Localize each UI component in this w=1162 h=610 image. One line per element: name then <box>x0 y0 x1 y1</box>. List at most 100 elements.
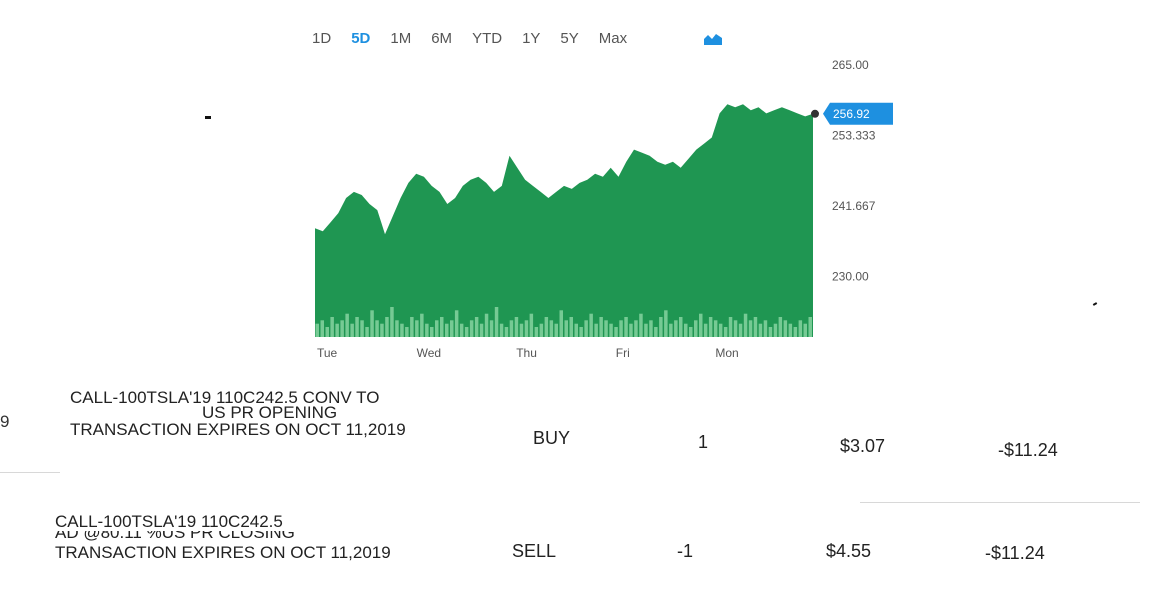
range-6m-button[interactable]: 6M <box>431 29 453 47</box>
x-tick-label: Fri <box>616 346 630 360</box>
volume-bar <box>614 327 618 337</box>
volume-bar <box>684 323 688 337</box>
range-5d-button[interactable]: 5D <box>351 29 371 47</box>
cut-off-fragment: 9 <box>0 412 10 431</box>
stock-price-chart: 265.00 253.333 241.667 230.00 Tue Wed Thu Fri M… <box>315 58 893 360</box>
range-5y-button[interactable]: 5Y <box>560 29 579 47</box>
x-tick-label: Thu <box>516 346 537 360</box>
volume-bar <box>445 323 449 337</box>
y-tick-label: 230.00 <box>832 270 869 284</box>
volume-bar <box>425 323 429 337</box>
volume-bar <box>758 323 763 337</box>
volume-bar <box>723 327 728 337</box>
volume-bar <box>773 323 778 337</box>
transaction-description: CALL-100TSLA'19 110C242.5 CONV TO US PR … <box>70 388 406 439</box>
transaction-action: BUY <box>533 428 571 448</box>
x-tick-label: Wed <box>417 346 441 360</box>
transaction-amount: -$11.24 <box>998 440 1058 460</box>
x-axis-ticks: Tue Wed Thu Fri Mon <box>317 346 739 360</box>
volume-bar <box>454 310 459 337</box>
range-1d-button[interactable]: 1D <box>312 29 332 47</box>
volume-bar <box>584 320 588 337</box>
description-line: TRANSACTION EXPIRES ON OCT 11,2019 <box>55 543 391 562</box>
volume-bar <box>435 320 439 337</box>
volume-bar <box>574 323 578 337</box>
volume-bar <box>509 320 514 337</box>
transaction-quantity: -1 <box>677 541 694 561</box>
volume-bar <box>674 320 678 337</box>
volume-bar <box>619 320 623 337</box>
range-selector: 1D 5D 1M 6M YTD 1Y 5Y Max <box>312 28 647 48</box>
volume-bar <box>350 323 354 337</box>
volume-bar <box>514 317 519 337</box>
y-tick-label: 241.667 <box>832 199 876 213</box>
description-line: US PR OPENING <box>202 403 338 422</box>
range-ytd-button[interactable]: YTD <box>472 29 503 47</box>
volume-bar <box>464 327 469 337</box>
volume-bar <box>415 320 419 337</box>
volume-bar <box>599 317 603 337</box>
volume-bar <box>699 313 703 337</box>
volume-bar <box>753 317 758 337</box>
volume-bar <box>489 320 494 337</box>
volume-bar <box>469 320 474 337</box>
y-axis-ticks: 265.00 253.333 241.667 230.00 <box>832 58 876 284</box>
volume-bar <box>733 320 738 337</box>
volume-bar <box>559 310 563 337</box>
volume-bar <box>589 313 593 337</box>
range-max-button[interactable]: Max <box>598 29 628 47</box>
volume-bar <box>340 320 344 337</box>
volume-bar <box>624 317 628 337</box>
volume-bar <box>808 317 812 337</box>
volume-bar <box>669 323 673 337</box>
volume-bar <box>639 313 643 337</box>
scan-speck <box>205 116 211 119</box>
volume-bar <box>768 327 773 337</box>
current-price-label: 256.92 <box>833 107 870 121</box>
transaction-quantity: 1 <box>698 432 709 452</box>
range-1m-button[interactable]: 1M <box>390 29 412 47</box>
transaction-price: $4.55 <box>826 541 872 561</box>
volume-bar <box>420 313 424 337</box>
volume-bar <box>783 320 788 337</box>
volume-bar <box>579 327 583 337</box>
volume-bar <box>330 317 334 337</box>
volume-bar <box>315 323 319 337</box>
volume-bar <box>484 313 489 337</box>
volume-bar <box>798 320 803 337</box>
volume-bar <box>594 323 598 337</box>
current-price-dot <box>811 109 819 118</box>
x-tick-label: Tue <box>317 346 338 360</box>
description-line: CALL-100TSLA'19 110C242.5 CONV TO <box>70 388 380 407</box>
volume-bar <box>539 323 544 337</box>
volume-bar <box>440 317 444 337</box>
volume-bar <box>410 317 414 337</box>
volume-bar <box>395 320 399 337</box>
volume-bar <box>629 323 633 337</box>
volume-bar <box>679 317 683 337</box>
row-divider <box>860 502 1140 503</box>
area-chart-icon[interactable] <box>703 30 723 46</box>
volume-bar <box>534 327 539 337</box>
volume-bar <box>644 323 648 337</box>
volume-bar <box>564 320 568 337</box>
volume-bar <box>659 317 663 337</box>
volume-bar <box>713 320 718 337</box>
volume-bar <box>380 323 384 337</box>
volume-bar <box>793 327 798 337</box>
description-line: CALL-100TSLA'19 110C242.5 <box>55 512 283 531</box>
volume-bar <box>803 323 807 337</box>
volume-bar <box>400 323 404 337</box>
y-tick-label: 265.00 <box>832 58 869 72</box>
description-line: AD @80.11 %US PR CLOSING <box>55 531 295 541</box>
volume-bar <box>689 327 693 337</box>
volume-bar <box>504 327 509 337</box>
volume-bar <box>649 320 653 337</box>
volume-bars <box>315 307 812 337</box>
range-1y-button[interactable]: 1Y <box>522 29 541 47</box>
transaction-amount: -$11.24 <box>985 543 1045 563</box>
volume-bar <box>519 323 524 337</box>
volume-bar <box>345 313 349 337</box>
volume-bar <box>474 317 479 337</box>
volume-bar <box>430 327 434 337</box>
